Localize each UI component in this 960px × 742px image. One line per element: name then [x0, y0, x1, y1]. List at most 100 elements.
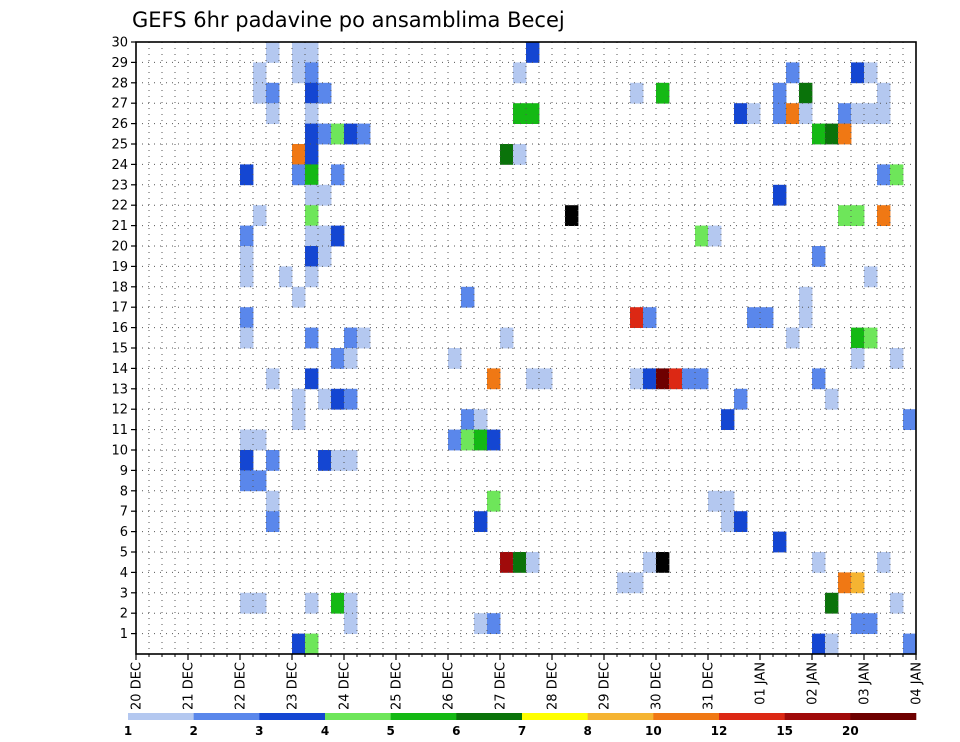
y-tick-label: 6 — [120, 525, 128, 540]
heatmap-cell — [266, 511, 280, 532]
legend-label: 3 — [255, 724, 263, 738]
heatmap-cell — [344, 123, 358, 145]
y-tick-label: 12 — [111, 403, 128, 418]
heatmap-cell — [513, 62, 527, 84]
heatmap-cell — [890, 592, 904, 614]
heatmap-cell — [253, 592, 267, 614]
heatmap-cell — [292, 409, 306, 430]
y-tick-label: 27 — [111, 97, 128, 112]
legend-swatch — [325, 713, 391, 720]
heatmap-cell — [630, 82, 644, 104]
heatmap-cell — [786, 103, 800, 124]
heatmap-cell — [877, 205, 891, 226]
heatmap-cell — [318, 225, 332, 247]
heatmap-cell — [305, 633, 319, 655]
heatmap-cell — [292, 633, 306, 655]
y-tick-label: 25 — [111, 138, 128, 153]
y-tick-label: 30 — [111, 36, 128, 51]
heatmap-cell — [305, 103, 319, 124]
heatmap-cell — [331, 164, 345, 186]
heatmap-cell — [734, 388, 748, 410]
heatmap-cell — [890, 348, 904, 369]
heatmap-cell — [526, 103, 540, 124]
heatmap-cell — [695, 368, 709, 390]
legend-label: 12 — [711, 724, 728, 738]
x-tick-label: 03 JAN — [858, 662, 873, 705]
heatmap-cell — [721, 409, 735, 430]
legend-label: 6 — [452, 724, 460, 738]
heatmap-cell — [240, 225, 254, 247]
heatmap-cell — [838, 123, 852, 145]
heatmap-cell — [240, 307, 254, 328]
heatmap-cell — [565, 205, 579, 226]
heatmap-cell — [292, 164, 306, 186]
legend-swatch — [259, 713, 326, 720]
heatmap-cell — [331, 592, 345, 614]
heatmap-cell — [864, 266, 878, 288]
heatmap-cell — [825, 388, 839, 410]
y-tick-label: 29 — [111, 56, 128, 71]
heatmap-cell — [240, 327, 254, 349]
legend-label: 7 — [518, 724, 526, 738]
heatmap-cell — [851, 348, 865, 369]
heatmap-cell — [643, 368, 657, 390]
heatmap-cell — [240, 266, 254, 288]
heatmap-cell — [734, 103, 748, 124]
heatmap-cell — [253, 82, 267, 104]
heatmap-cell — [344, 348, 358, 369]
y-tick-label: 21 — [111, 219, 128, 234]
heatmap-cell — [305, 123, 319, 145]
heatmap-cell — [474, 429, 488, 451]
heatmap-cell — [240, 164, 254, 186]
heatmap-cell — [812, 123, 826, 145]
heatmap-cell — [344, 613, 358, 634]
heatmap-cell — [240, 450, 254, 471]
heatmap-cell — [305, 144, 319, 165]
heatmap-cell — [877, 103, 891, 124]
heatmap-cell — [344, 388, 358, 410]
y-tick-label: 15 — [111, 342, 128, 357]
y-tick-label: 24 — [111, 158, 128, 173]
heatmap-cell — [305, 62, 319, 84]
legend-label: 2 — [189, 724, 197, 738]
heatmap-cell — [877, 552, 891, 573]
legend-swatch — [850, 713, 917, 720]
heatmap-cell — [305, 205, 319, 226]
heatmap-cell — [474, 511, 488, 532]
x-tick-label: 04 JAN — [910, 662, 925, 705]
heatmap-cell — [643, 307, 657, 328]
heatmap-cell — [656, 368, 670, 390]
heatmap-cell — [812, 246, 826, 267]
heatmap-cell — [838, 103, 852, 124]
legend-swatch — [522, 713, 588, 720]
heatmap-cell — [331, 123, 345, 145]
heatmap-cell — [786, 62, 800, 84]
heatmap-cell — [318, 388, 332, 410]
heatmap-cell — [266, 103, 280, 124]
x-tick-label: 27 DEC — [494, 662, 509, 710]
heatmap-cell — [240, 429, 254, 451]
x-tick-label: 24 DEC — [338, 662, 353, 710]
heatmap-cell — [305, 246, 319, 267]
heatmap-cell — [357, 123, 371, 145]
heatmap-cell — [474, 409, 488, 430]
heatmap-cell — [721, 490, 735, 512]
heatmap-cell — [331, 348, 345, 369]
x-tick-label: 02 JAN — [806, 662, 821, 705]
heatmap-cell — [344, 327, 358, 349]
heatmap-cell — [825, 592, 839, 614]
heatmap-cell — [812, 633, 826, 655]
heatmap-cell — [786, 327, 800, 349]
heatmap-cell — [864, 327, 878, 349]
heatmap-cell — [799, 103, 813, 124]
y-tick-label: 11 — [111, 423, 128, 438]
heatmap-cell — [357, 327, 371, 349]
heatmap-cell — [708, 490, 722, 512]
y-tick-label: 7 — [120, 505, 128, 520]
heatmap-cell — [513, 552, 527, 573]
legend: 1 2 3 4 5 6 7 8 10 12 15 20 — [124, 713, 917, 738]
heatmap-cell — [292, 42, 306, 63]
x-tick-label: 28 DEC — [546, 662, 561, 710]
heatmap-cell — [240, 246, 254, 267]
